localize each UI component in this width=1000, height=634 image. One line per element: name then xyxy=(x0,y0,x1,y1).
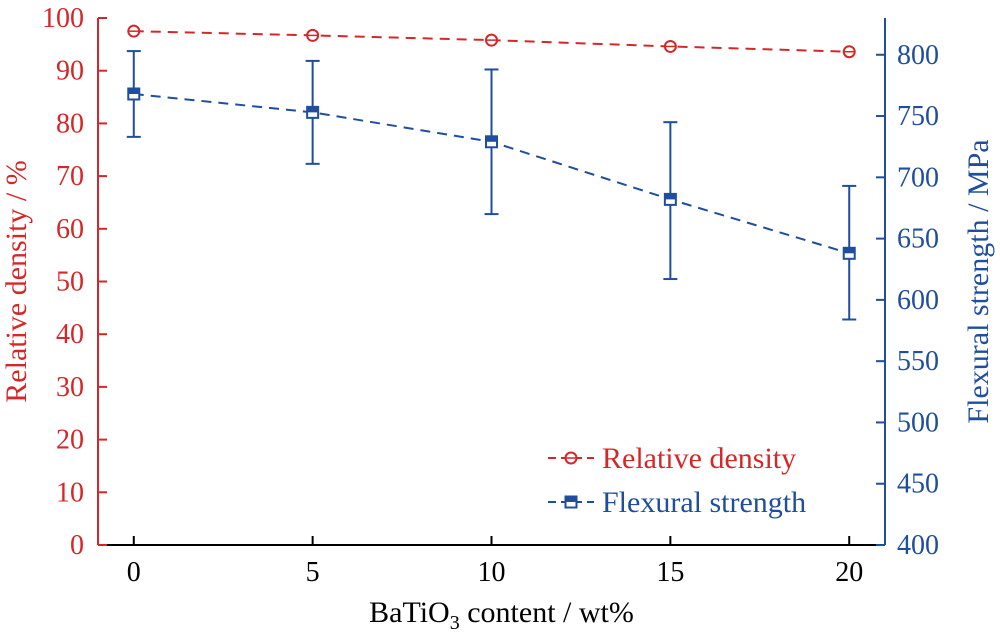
left-tick-label: 30 xyxy=(56,372,84,403)
left-tick-label: 90 xyxy=(56,56,84,87)
right-tick-label: 600 xyxy=(897,285,939,316)
right-tick-label: 500 xyxy=(897,407,939,438)
strength-point-fill xyxy=(664,193,676,200)
x-tick-label: 20 xyxy=(835,557,863,588)
left-tick-label: 20 xyxy=(56,425,84,456)
left-tick-label: 100 xyxy=(42,3,84,34)
x-tick-label: 5 xyxy=(306,557,320,588)
legend-marker-fill xyxy=(565,496,577,502)
strength-point-fill xyxy=(307,106,319,113)
right-axis-title: Flexural strength / MPa xyxy=(962,139,995,423)
axes: 0102030405060708090100400450500550600650… xyxy=(0,3,995,634)
left-tick-label: 10 xyxy=(56,477,84,508)
x-axis-title: BaTiO3 content / wt% xyxy=(369,596,634,634)
legend-label: Relative density xyxy=(602,442,796,475)
x-tick-label: 10 xyxy=(478,557,506,588)
left-tick-label: 0 xyxy=(70,530,84,561)
legend: Relative density Flexural strength xyxy=(548,442,806,519)
right-tick-label: 400 xyxy=(897,530,939,561)
right-tick-label: 800 xyxy=(897,40,939,71)
strength-point-fill xyxy=(486,136,497,142)
left-axis-title: Relative density / % xyxy=(0,160,33,402)
left-tick-label: 60 xyxy=(56,214,84,245)
right-tick-label: 700 xyxy=(897,162,939,193)
legend-label: Flexural strength xyxy=(602,486,806,519)
left-tick-label: 70 xyxy=(56,161,84,192)
left-tick-label: 40 xyxy=(56,319,84,350)
series-layer xyxy=(126,24,857,321)
right-tick-label: 450 xyxy=(897,469,939,500)
left-tick-label: 80 xyxy=(56,108,84,139)
right-tick-label: 550 xyxy=(897,346,939,377)
left-tick-label: 50 xyxy=(56,267,84,298)
x-tick-label: 15 xyxy=(656,557,684,588)
strength-point-fill xyxy=(128,88,140,94)
x-tick-label: 0 xyxy=(127,557,141,588)
strength-point-fill xyxy=(843,247,855,254)
right-tick-label: 650 xyxy=(897,224,939,255)
right-tick-label: 750 xyxy=(897,101,939,132)
